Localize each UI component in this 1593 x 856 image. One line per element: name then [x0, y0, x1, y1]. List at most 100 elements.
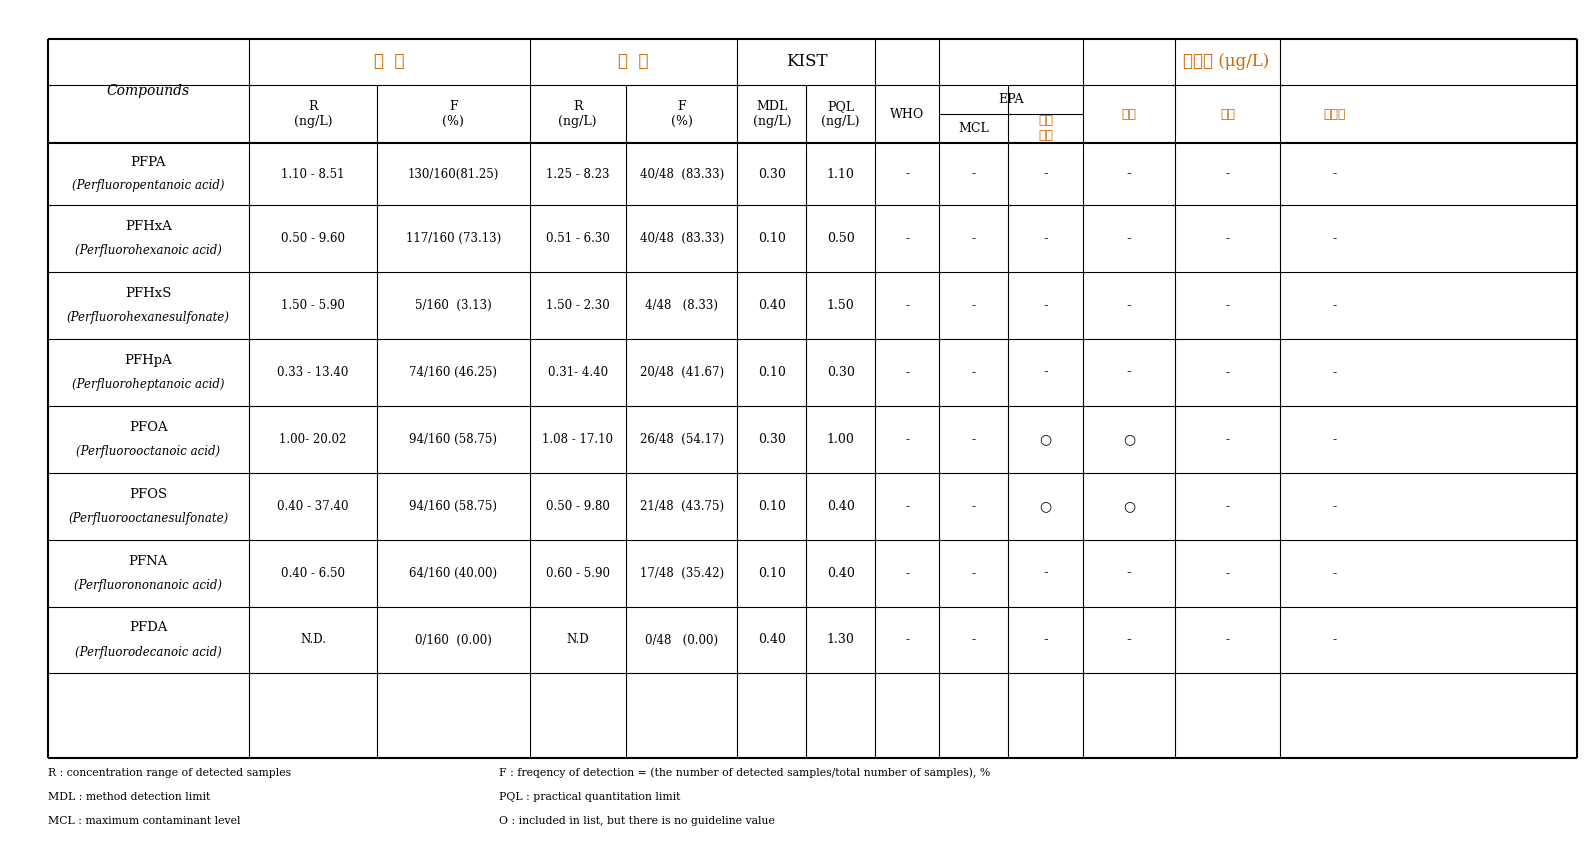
Text: 0.40: 0.40 — [758, 633, 785, 646]
Text: 1.08 - 17.10: 1.08 - 17.10 — [542, 433, 613, 446]
Text: -: - — [972, 500, 977, 513]
Text: 캐나다: 캐나다 — [1324, 108, 1346, 121]
Text: (Perfluorohexanesulfonate): (Perfluorohexanesulfonate) — [67, 312, 229, 324]
Text: (Perfluorooctanoic acid): (Perfluorooctanoic acid) — [76, 445, 220, 458]
Text: 일본: 일본 — [1121, 108, 1136, 121]
Text: -: - — [1333, 433, 1337, 446]
Text: (Perfluorohexanoic acid): (Perfluorohexanoic acid) — [75, 244, 221, 258]
Text: -: - — [1043, 167, 1048, 181]
Text: ○: ○ — [1040, 499, 1051, 514]
Text: 64/160 (40.00): 64/160 (40.00) — [409, 567, 497, 580]
Text: PFOA: PFOA — [129, 421, 167, 434]
Text: -: - — [972, 366, 977, 379]
Text: -: - — [1043, 232, 1048, 246]
Text: -: - — [972, 232, 977, 246]
Text: MDL
(ng/L): MDL (ng/L) — [752, 100, 792, 128]
Text: -: - — [1225, 232, 1230, 246]
Text: 0.50: 0.50 — [827, 232, 854, 246]
Text: -: - — [905, 433, 910, 446]
Text: -: - — [1126, 633, 1131, 647]
Text: -: - — [1126, 366, 1131, 379]
Text: -: - — [1333, 500, 1337, 513]
Text: KIST: KIST — [785, 53, 827, 70]
Text: 호주: 호주 — [1220, 108, 1235, 121]
Text: 94/160 (58.75): 94/160 (58.75) — [409, 500, 497, 513]
Text: (Perfluoropentanoic acid): (Perfluoropentanoic acid) — [72, 179, 225, 192]
Text: (Perfluorodecanoic acid): (Perfluorodecanoic acid) — [75, 645, 221, 658]
Text: PFDA: PFDA — [129, 621, 167, 634]
Text: -: - — [1225, 366, 1230, 379]
Text: Compounds: Compounds — [107, 84, 190, 98]
Text: 1.30: 1.30 — [827, 633, 855, 646]
Text: 0.10: 0.10 — [758, 232, 785, 246]
Text: 기준값 (μg/L): 기준값 (μg/L) — [1184, 53, 1270, 70]
Text: 117/160 (73.13): 117/160 (73.13) — [406, 232, 502, 246]
Text: -: - — [905, 633, 910, 646]
Text: PFOS: PFOS — [129, 488, 167, 501]
Text: 20/48  (41.67): 20/48 (41.67) — [640, 366, 723, 379]
Text: 4/48   (8.33): 4/48 (8.33) — [645, 299, 718, 312]
Text: -: - — [1333, 567, 1337, 580]
Text: PFHxA: PFHxA — [124, 220, 172, 233]
Text: 94/160 (58.75): 94/160 (58.75) — [409, 433, 497, 446]
Text: -: - — [1043, 299, 1048, 312]
Text: 26/48  (54.17): 26/48 (54.17) — [640, 433, 723, 446]
Text: F
(%): F (%) — [443, 100, 465, 128]
Text: MDL : method detection limit: MDL : method detection limit — [48, 792, 210, 802]
Text: -: - — [1225, 500, 1230, 513]
Text: -: - — [1043, 566, 1048, 580]
Text: PQL : practical quantitation limit: PQL : practical quantitation limit — [499, 792, 680, 802]
Text: 130/160(81.25): 130/160(81.25) — [408, 168, 499, 181]
Text: N.D.: N.D. — [299, 633, 327, 646]
Text: -: - — [905, 567, 910, 580]
Text: ○: ○ — [1123, 432, 1136, 446]
Text: 1.10: 1.10 — [827, 168, 855, 181]
Text: 발암
그룹: 발암 그룹 — [1039, 115, 1053, 142]
Text: -: - — [1225, 299, 1230, 312]
Text: R : concentration range of detected samples: R : concentration range of detected samp… — [48, 768, 292, 778]
Text: MCL : maximum contaminant level: MCL : maximum contaminant level — [48, 816, 241, 826]
Text: -: - — [1333, 633, 1337, 646]
Text: 0.50 - 9.80: 0.50 - 9.80 — [546, 500, 610, 513]
Text: R
(ng/L): R (ng/L) — [293, 100, 333, 128]
Text: 0.30: 0.30 — [758, 168, 785, 181]
Text: 0.10: 0.10 — [758, 500, 785, 513]
Text: -: - — [972, 633, 977, 646]
Text: -: - — [905, 299, 910, 312]
Text: 정  수: 정 수 — [374, 53, 405, 70]
Text: -: - — [972, 567, 977, 580]
Text: -: - — [1126, 167, 1131, 181]
Text: 0.33 - 13.40: 0.33 - 13.40 — [277, 366, 349, 379]
Text: 0.10: 0.10 — [758, 567, 785, 580]
Text: 0/160  (0.00): 0/160 (0.00) — [416, 633, 492, 646]
Text: 1.25 - 8.23: 1.25 - 8.23 — [546, 168, 610, 181]
Text: -: - — [972, 299, 977, 312]
Text: 5/160  (3.13): 5/160 (3.13) — [416, 299, 492, 312]
Text: 1.50 - 5.90: 1.50 - 5.90 — [282, 299, 346, 312]
Text: ○: ○ — [1040, 432, 1051, 446]
Text: -: - — [972, 433, 977, 446]
Text: -: - — [1333, 232, 1337, 246]
Text: 74/160 (46.25): 74/160 (46.25) — [409, 366, 497, 379]
Text: 원  수: 원 수 — [618, 53, 648, 70]
Text: EPA: EPA — [999, 93, 1024, 106]
Text: 0.30: 0.30 — [758, 433, 785, 446]
Text: F
(%): F (%) — [671, 100, 693, 128]
Text: 1.00- 20.02: 1.00- 20.02 — [279, 433, 347, 446]
Text: PFHxS: PFHxS — [126, 287, 172, 300]
Text: (Perfluorooctanesulfonate): (Perfluorooctanesulfonate) — [68, 512, 228, 525]
Text: -: - — [1225, 168, 1230, 181]
Text: PFPA: PFPA — [131, 157, 166, 169]
Text: 0.51 - 6.30: 0.51 - 6.30 — [546, 232, 610, 246]
Text: 0.30: 0.30 — [827, 366, 855, 379]
Text: -: - — [1043, 633, 1048, 647]
Text: 0.40 - 6.50: 0.40 - 6.50 — [280, 567, 346, 580]
Text: 17/48  (35.42): 17/48 (35.42) — [640, 567, 723, 580]
Text: -: - — [1126, 566, 1131, 580]
Text: -: - — [905, 232, 910, 246]
Text: 1.00: 1.00 — [827, 433, 855, 446]
Text: PFNA: PFNA — [129, 555, 167, 568]
Text: R
(ng/L): R (ng/L) — [559, 100, 597, 128]
Text: -: - — [1333, 168, 1337, 181]
Text: 0.60 - 5.90: 0.60 - 5.90 — [546, 567, 610, 580]
